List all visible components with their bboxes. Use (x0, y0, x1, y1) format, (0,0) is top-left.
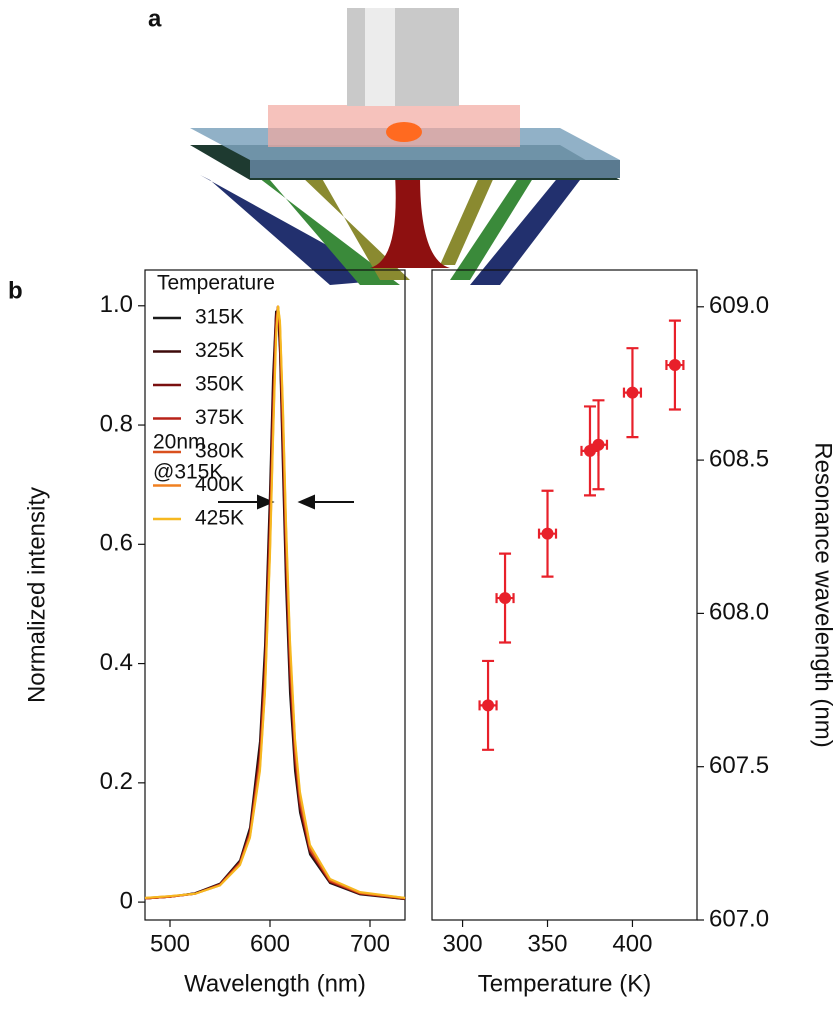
y-tick-label: 609.0 (709, 292, 769, 319)
y-tick-label: 608.0 (709, 599, 769, 626)
y-tick-label: 1.0 (100, 291, 133, 318)
annotation: 20nm (153, 431, 206, 454)
y-tick-label: 0.2 (100, 768, 133, 795)
y-tick-label: 0.4 (100, 649, 133, 676)
data-point (592, 438, 605, 451)
illustration (190, 8, 620, 285)
x-tick-label: 700 (350, 930, 390, 957)
x-tick-label: 500 (150, 930, 190, 957)
y-tick-label: 608.5 (709, 445, 769, 472)
plot-frame (431, 269, 698, 921)
y-axis-label: Normalized intensity (23, 487, 50, 703)
y-tick-label: 607.5 (709, 752, 769, 779)
spectrum-line (144, 305, 406, 899)
x-axis-label: Temperature (K) (478, 970, 651, 997)
x-axis-label: Wavelength (nm) (184, 970, 366, 997)
y-tick-label: 0 (120, 887, 133, 914)
plot-frame (144, 269, 406, 921)
y-tick-label: 0.8 (100, 410, 133, 437)
data-point (668, 359, 681, 372)
legend-label: 350K (195, 373, 244, 396)
data-point (626, 386, 639, 399)
fwhm-arrows (218, 494, 354, 510)
y-tick-label: 0.6 (100, 530, 133, 557)
legend-label: 325K (195, 339, 244, 362)
data-point (541, 527, 554, 540)
legend-label: 315K (195, 306, 244, 329)
y-axis-label: Resonance wavelength (nm) (810, 442, 837, 748)
data-point (583, 444, 596, 457)
data-point (499, 592, 512, 605)
annotation: @315K (153, 461, 223, 484)
x-tick-label: 350 (527, 930, 567, 957)
y-tick-label: 607.0 (709, 905, 769, 932)
x-tick-label: 300 (443, 930, 483, 957)
legend-label: 400K (195, 473, 244, 496)
data-point (482, 699, 495, 712)
legend-title: Temperature (157, 272, 275, 295)
x-tick-label: 600 (250, 930, 290, 957)
legend-label: 380K (195, 440, 244, 463)
legend-label: 425K (195, 507, 244, 530)
panel-label: a (148, 5, 162, 32)
legend-label: 375K (195, 406, 244, 429)
x-tick-label: 400 (612, 930, 652, 957)
panel-label: b (8, 277, 23, 304)
